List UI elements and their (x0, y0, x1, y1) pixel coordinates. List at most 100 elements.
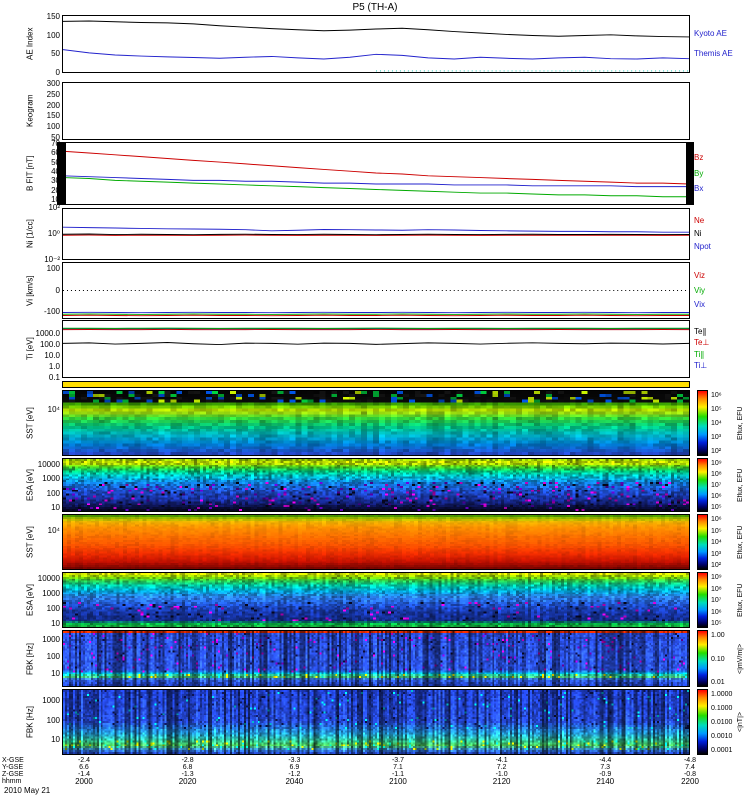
colorbar-unit-esa_i: Eflux, EFU (737, 583, 744, 617)
time-tick-ygse: 7.3 (600, 764, 611, 771)
legend-ti-: Ti∥ (694, 349, 705, 359)
ytick-label-ae: 50 (51, 49, 60, 59)
spectrogram-fbk_b (63, 690, 689, 754)
time-tick-xgse: -2.4 (77, 757, 90, 764)
colorbar-tick-esa_i: 10⁸ (711, 585, 722, 593)
ytick-label-keogram: 50 (51, 132, 60, 142)
colorbar-tick-esa_e: 10⁸ (711, 471, 722, 478)
colorbar-tick-sst_i: 10³ (711, 550, 722, 558)
colorbar-tick-esa_e: 10⁹ (711, 460, 722, 467)
colorbar-tick-esa_e: 10⁵ (711, 504, 722, 511)
ytick-label-b: 40 (51, 167, 60, 177)
colorbar-tick-esa_i: 10⁷ (711, 597, 722, 604)
ytick-label-n: 10² (48, 203, 60, 212)
ytick-label-ae: 0 (55, 68, 60, 77)
time-tick-hhmm: 2200 (681, 777, 699, 786)
time-tick-ygse: 6.8 (182, 764, 193, 771)
ytick-label-keogram: 150 (46, 111, 60, 121)
time-tick-zgse: -1.2 (288, 771, 301, 778)
ytick-label-esa_e: 100 (46, 488, 60, 498)
ytick-label-keogram: 250 (46, 89, 60, 99)
colorbar-tick-sst_i: 10² (711, 562, 722, 569)
ytick-label-n: 10⁰ (47, 229, 60, 238)
spectrogram-sst_e (63, 391, 689, 455)
colorbar-tick-fbk_e: 0.10 (711, 655, 725, 663)
series-svg-vi (63, 290, 689, 317)
ytick-label-esa_i: 1000 (42, 588, 60, 598)
time-row-label-ygse: Y-GSE (2, 764, 24, 771)
ytick-label-b: 20 (51, 185, 60, 195)
time-tick-hhmm: 2020 (178, 777, 197, 786)
series-bz (63, 150, 689, 185)
ytick-label-b: 50 (51, 157, 60, 167)
panel-n (62, 208, 690, 260)
colorbar-tick-fbk_b: 0.0001 (711, 747, 733, 754)
time-tick-hhmm: 2000 (75, 777, 93, 786)
legend-bx: Bx (694, 184, 704, 194)
time-tick-zgse: -1.3 (181, 771, 194, 778)
legend-kyoto-ae: Kyoto AE (694, 29, 727, 39)
colorbar-tick-fbk_b: 0.0100 (711, 719, 733, 726)
saturation-bar-right (686, 142, 694, 205)
time-tick-ygse: 6.9 (289, 764, 300, 771)
ytick-label-vi: -100 (43, 307, 60, 317)
ytick-label-b: 70 (51, 138, 60, 148)
colorbar-tick-esa_e: 10⁷ (711, 482, 722, 489)
ylabel-sst_i: SST [eV] (25, 526, 35, 558)
colorbar-tick-fbk_b: 0.1000 (711, 705, 733, 712)
colorbar-tick-sst_e: 10⁴ (711, 420, 722, 427)
ytick-label-ti: 0.1 (48, 373, 60, 382)
ytick-label-fbk_e: 1000 (42, 635, 60, 645)
legend-te-: Te∥ (694, 326, 707, 336)
legend-te-: Te⊥ (694, 338, 710, 348)
ytick-label-esa_i: 10 (51, 618, 60, 628)
colorbar-tick-esa_i: 10⁹ (711, 574, 722, 581)
colorbar-tick-fbk_b: 1.0000 (711, 691, 733, 698)
series-themis-ae (63, 49, 689, 60)
panel-sst_i (62, 514, 690, 570)
ytick-label-b: 10 (51, 195, 60, 205)
colorbar-fbk_e (697, 630, 708, 687)
ytick-label-fbk_b: 1000 (42, 695, 60, 705)
colorbar-tick-sst_i: 10⁶ (711, 516, 722, 523)
colorbar-esa_i (697, 572, 708, 628)
ytick-label-vi: 0 (55, 285, 60, 295)
flag-bar (62, 381, 690, 388)
panel-keogram (62, 82, 690, 140)
ytick-label-ti: 1.0 (48, 362, 60, 372)
time-tick-xgse: -2.8 (181, 757, 194, 764)
ytick-label-keogram: 300 (46, 79, 60, 89)
series-by (63, 177, 689, 198)
ytick-label-esa_e: 10000 (37, 460, 60, 470)
ytick-label-vi: 100 (46, 263, 60, 273)
legend-vix: Vix (694, 299, 705, 309)
ytick-label-ti: 100.0 (39, 340, 60, 350)
ytick-label-ti: 1000.0 (35, 329, 60, 339)
ytick-label-esa_e: 10 (51, 502, 60, 512)
spectrogram-esa_i (63, 573, 689, 627)
series-svg-ti (63, 327, 689, 346)
spectrogram-sst_i (63, 515, 689, 569)
time-row-label-xgse: X-GSE (2, 757, 24, 764)
time-tick-ygse: 7.4 (685, 764, 695, 771)
ytick-label-b: 60 (51, 148, 60, 158)
ytick-label-esa_i: 100 (46, 603, 60, 613)
series-svg-b (63, 150, 689, 198)
legend-ne: Ne (694, 216, 705, 225)
colorbar-unit-fbk_b: <|nT|> (737, 712, 744, 732)
time-tick-xgse: -4.1 (495, 757, 508, 764)
time-tick-zgse: -1.4 (77, 771, 90, 778)
ytick-label-fbk_b: 100 (46, 715, 60, 725)
time-tick-xgse: -3.3 (288, 757, 301, 764)
panel-b (62, 142, 690, 205)
spectrogram-fbk_e (63, 631, 689, 686)
colorbar-tick-esa_i: 10⁵ (711, 620, 722, 627)
panel-vi (62, 262, 690, 319)
time-row-label-hhmm: hhmm (2, 778, 22, 785)
spectrogram-esa_e (63, 459, 689, 511)
ytick-label-sst_e: 10⁴ (47, 404, 60, 414)
colorbar-sst_i (697, 514, 708, 570)
legend-by: By (694, 168, 704, 178)
time-tick-zgse: -1.1 (391, 771, 404, 778)
legend-bz: Bz (694, 152, 704, 162)
